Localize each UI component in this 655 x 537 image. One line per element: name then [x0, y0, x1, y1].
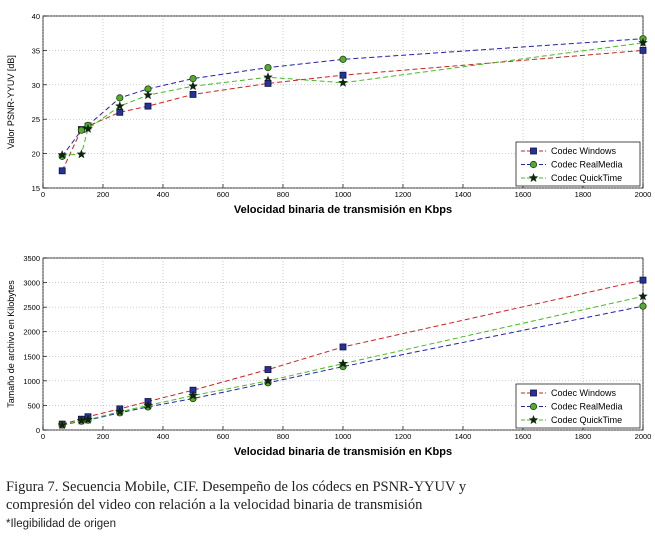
x-tick-label: 800 — [277, 190, 290, 199]
x-tick-label: 400 — [157, 190, 170, 199]
x-tick-label: 1800 — [575, 190, 592, 199]
legend-marker — [530, 389, 537, 397]
x-tick-label: 1200 — [395, 190, 412, 199]
data-point — [114, 406, 125, 416]
data-point — [83, 414, 93, 424]
data-point — [188, 81, 198, 91]
caption-line-2: compresión del video con relación a la v… — [6, 497, 423, 513]
data-point — [338, 77, 348, 87]
y-tick-label: 3500 — [23, 254, 40, 263]
data-point — [264, 80, 272, 87]
data-point — [264, 64, 272, 72]
legend-marker — [529, 160, 538, 169]
x-tick-label: 800 — [277, 432, 290, 441]
x-tick-label: 1600 — [515, 190, 532, 199]
x-tick-label: 600 — [217, 432, 230, 441]
y-tick-label: 3000 — [23, 279, 40, 288]
data-point — [638, 37, 648, 47]
y-tick-label: 1000 — [23, 377, 40, 386]
x-tick-label: 600 — [217, 190, 230, 199]
y-tick-label: 40 — [32, 12, 40, 21]
y-axis-label: Tamaño de archivo en Kilobytes — [6, 280, 16, 408]
x-tick-label: 1400 — [455, 432, 472, 441]
x-tick-label: 0 — [41, 432, 45, 441]
y-tick-label: 2000 — [23, 328, 40, 337]
legend: Codec Windows Codec RealMedia Codec QuickT… — [515, 383, 641, 429]
x-tick-label: 1200 — [395, 432, 412, 441]
x-axis-label: Velocidad binaria de transmisión en Kbps — [234, 204, 452, 216]
data-point — [339, 55, 347, 63]
x-tick-label: 1000 — [335, 432, 352, 441]
data-point — [263, 72, 273, 82]
data-point — [144, 102, 152, 110]
x-tick-label: 2000 — [635, 190, 652, 199]
legend-label: Codec Windows — [551, 146, 617, 156]
data-point — [639, 47, 647, 54]
legend-marker — [530, 147, 537, 155]
data-point — [77, 126, 86, 134]
legend-label: Codec RealMedia — [551, 402, 623, 412]
y-tick-label: 2500 — [23, 303, 40, 312]
data-point — [116, 108, 124, 116]
figure-caption: Figura 7. Secuencia Mobile, CIF. Desempe… — [6, 478, 646, 514]
data-point — [116, 94, 124, 102]
data-point — [189, 91, 197, 98]
data-point — [143, 400, 153, 410]
legend: Codec Windows Codec RealMedia Codec QuickT… — [515, 141, 641, 187]
x-tick-label: 0 — [41, 190, 45, 199]
legend-marker — [529, 402, 538, 411]
data-point — [338, 358, 348, 368]
x-tick-label: 200 — [97, 432, 110, 441]
data-point — [263, 375, 273, 385]
y-tick-label: 20 — [32, 150, 40, 159]
series-star — [57, 291, 648, 430]
data-point — [189, 75, 197, 83]
source-note: *Ilegibilidad de origen — [6, 518, 116, 530]
chart-2: 0 200 400 600 800 1000 1200 1400 1600 1800 2000 0 50… — [6, 254, 651, 458]
data-point — [76, 149, 87, 159]
data-point — [638, 291, 648, 301]
series-star — [57, 37, 648, 160]
data-point — [639, 302, 647, 310]
y-tick-label: 25 — [32, 115, 40, 124]
legend-label: Codec QuickTime — [551, 415, 622, 425]
x-tick-label: 200 — [97, 190, 110, 199]
data-point — [639, 276, 647, 284]
data-point — [339, 343, 347, 351]
y-tick-label: 15 — [32, 184, 40, 193]
legend-label: Codec QuickTime — [551, 173, 622, 183]
x-tick-label: 2000 — [635, 432, 652, 441]
data-point — [57, 420, 68, 430]
y-axis-label: Valor PSNR-YYUV [dB] — [6, 55, 16, 149]
x-tick-label: 1400 — [455, 190, 472, 199]
data-point — [339, 71, 347, 79]
x-tick-label: 1800 — [575, 432, 592, 441]
data-point — [143, 90, 153, 100]
x-axis-label: Velocidad binaria de transmisión en Kbps — [234, 446, 452, 458]
y-tick-label: 35 — [32, 46, 40, 55]
data-point — [83, 123, 93, 133]
data-point — [58, 167, 66, 175]
legend-marker — [528, 414, 539, 425]
x-tick-label: 1000 — [335, 190, 352, 199]
data-point — [188, 390, 198, 400]
y-tick-label: 1500 — [23, 352, 40, 361]
x-tick-label: 400 — [157, 432, 170, 441]
x-tick-label: 1600 — [515, 432, 532, 441]
y-tick-label: 500 — [27, 401, 40, 410]
data-point — [114, 101, 125, 111]
caption-line-1: Figura 7. Secuencia Mobile, CIF. Desempe… — [6, 479, 467, 495]
legend-label: Codec RealMedia — [551, 160, 623, 170]
legend-label: Codec Windows — [551, 388, 617, 398]
y-tick-label: 0 — [36, 426, 40, 435]
data-point — [57, 149, 68, 160]
y-tick-label: 30 — [32, 81, 40, 90]
data-point — [264, 366, 272, 373]
legend-marker — [528, 172, 539, 183]
chart-1: 0 200 400 600 800 1000 1200 1400 1600 1800 2000 15 2… — [6, 12, 651, 216]
